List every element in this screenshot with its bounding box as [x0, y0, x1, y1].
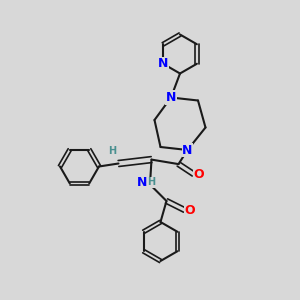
Text: N: N	[166, 91, 176, 104]
Text: H: H	[147, 177, 156, 187]
Text: O: O	[194, 167, 204, 181]
Text: N: N	[137, 176, 148, 190]
Text: O: O	[184, 203, 195, 217]
Text: N: N	[182, 143, 193, 157]
Text: N: N	[158, 57, 168, 70]
Text: H: H	[108, 146, 117, 157]
